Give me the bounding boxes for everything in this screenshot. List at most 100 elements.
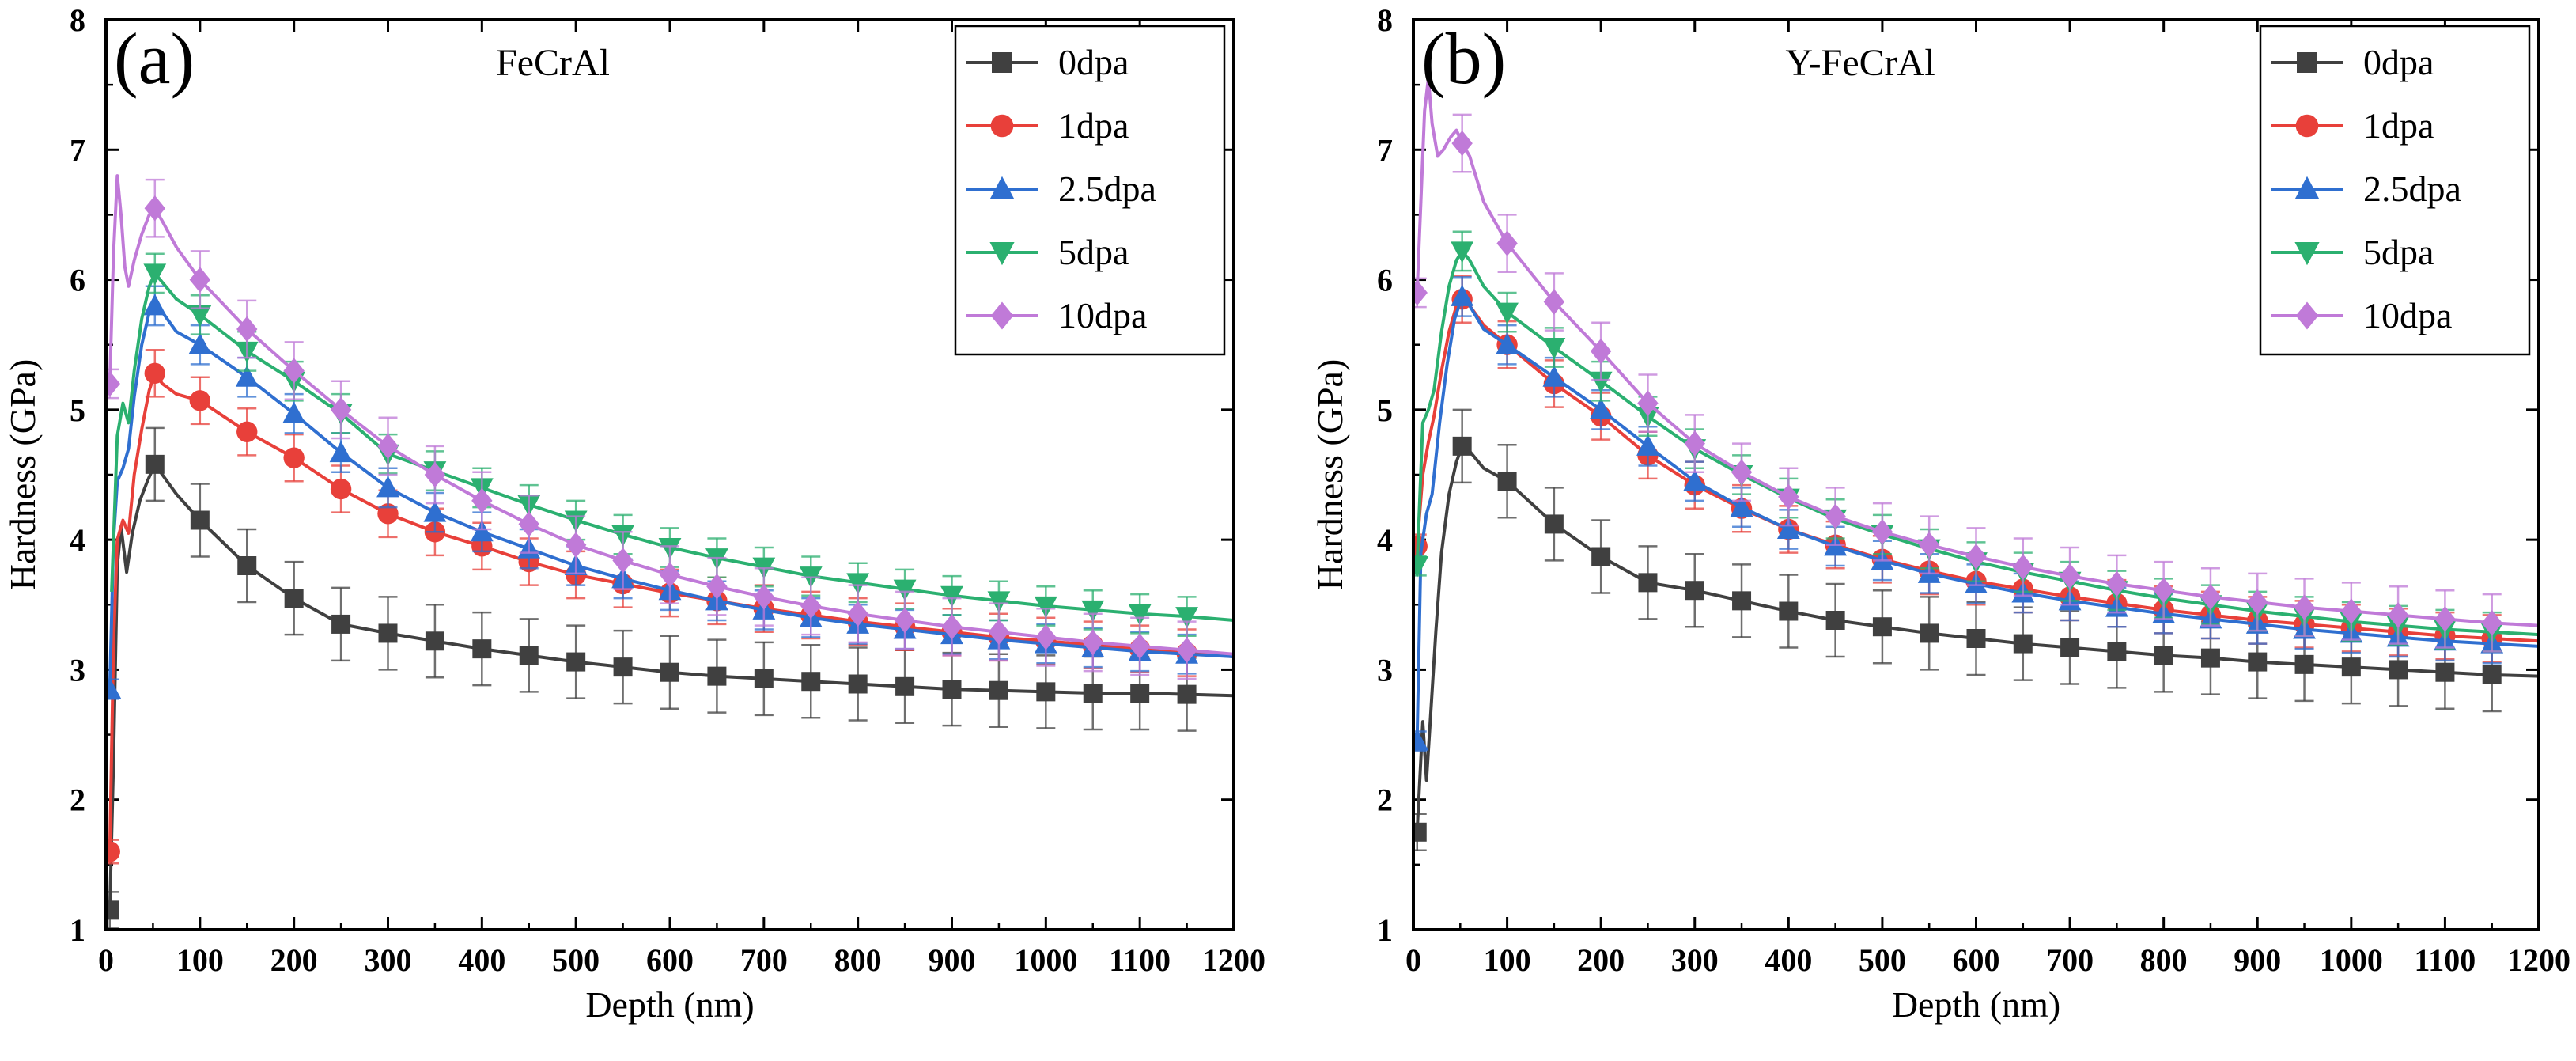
data-point bbox=[329, 441, 353, 463]
data-point bbox=[106, 677, 122, 699]
x-tick-label: 1100 bbox=[2415, 942, 2476, 978]
data-point bbox=[1731, 459, 1753, 485]
data-point bbox=[1497, 472, 1517, 491]
data-point bbox=[987, 591, 1011, 613]
legend-marker bbox=[2295, 114, 2319, 138]
data-point bbox=[1683, 469, 1707, 491]
series-10dpa bbox=[106, 174, 1234, 680]
y-tick-label: 4 bbox=[70, 522, 85, 558]
legend-marker bbox=[989, 242, 1015, 266]
panel-label: (a) bbox=[114, 18, 195, 99]
data-point bbox=[236, 316, 258, 343]
legend-label: 0dpa bbox=[1058, 42, 1129, 82]
data-point bbox=[893, 579, 917, 601]
data-point bbox=[1966, 629, 1986, 648]
data-point bbox=[1542, 365, 1566, 387]
data-point bbox=[1965, 544, 1987, 570]
data-point bbox=[1543, 289, 1565, 315]
data-point bbox=[2435, 662, 2455, 682]
data-point bbox=[1589, 397, 1613, 419]
data-point bbox=[330, 396, 352, 423]
y-tick-label: 3 bbox=[70, 652, 85, 688]
data-point bbox=[940, 585, 963, 608]
data-point bbox=[612, 548, 634, 574]
data-point bbox=[2012, 554, 2033, 580]
data-point bbox=[1496, 332, 1519, 354]
x-tick-label: 0 bbox=[1405, 942, 1421, 978]
legend-marker bbox=[990, 301, 1014, 330]
data-point bbox=[800, 593, 822, 620]
x-tick-label: 800 bbox=[2140, 942, 2188, 978]
panel-label: (b) bbox=[1421, 18, 1506, 99]
data-point bbox=[106, 900, 119, 920]
data-point bbox=[1778, 483, 1799, 510]
x-tick-label: 900 bbox=[2234, 942, 2281, 978]
data-point bbox=[846, 573, 870, 595]
data-point bbox=[566, 652, 586, 672]
data-point bbox=[1035, 624, 1057, 650]
data-point bbox=[1825, 503, 1846, 529]
data-point bbox=[378, 623, 398, 643]
legend-item: 10dpa bbox=[966, 295, 1147, 335]
data-point bbox=[565, 532, 587, 558]
data-point bbox=[1130, 684, 1150, 703]
legend-item: 2.5dpa bbox=[966, 169, 1156, 209]
data-point bbox=[1451, 241, 1474, 263]
data-point bbox=[988, 619, 1010, 645]
data-point bbox=[1685, 581, 1704, 601]
data-point bbox=[1176, 637, 1197, 663]
legend-label: 5dpa bbox=[1058, 232, 1129, 272]
data-point bbox=[2248, 652, 2268, 672]
data-point bbox=[1177, 684, 1197, 704]
data-point bbox=[2294, 654, 2314, 674]
x-tick-label: 500 bbox=[552, 942, 600, 978]
legend-label: 10dpa bbox=[1058, 295, 1147, 335]
y-axis-title: Hardness (GPa) bbox=[2, 359, 43, 591]
data-point bbox=[1636, 434, 1659, 456]
data-point bbox=[754, 669, 774, 688]
data-point bbox=[143, 294, 167, 316]
data-point bbox=[2294, 594, 2315, 620]
data-point bbox=[1544, 514, 1564, 534]
data-point bbox=[1684, 430, 1705, 457]
x-tick-label: 500 bbox=[1859, 942, 1906, 978]
x-tick-label: 300 bbox=[1671, 942, 1719, 978]
data-point bbox=[2200, 584, 2222, 610]
x-tick-label: 900 bbox=[929, 942, 976, 978]
legend: 0dpa 1dpa 2.5dpa 5dpa 10dpa bbox=[954, 25, 1226, 356]
legend-box bbox=[954, 25, 1226, 356]
x-axis-title: Depth (nm) bbox=[585, 984, 754, 1025]
series-line bbox=[108, 304, 1234, 690]
y-tick-label: 2 bbox=[1377, 782, 1393, 818]
data-point bbox=[1036, 682, 1056, 702]
data-point bbox=[425, 631, 444, 651]
data-point bbox=[188, 332, 212, 354]
x-tick-label: 300 bbox=[365, 942, 412, 978]
y-tick-label: 1 bbox=[70, 912, 85, 948]
x-tick-label: 200 bbox=[1577, 942, 1625, 978]
data-point bbox=[235, 365, 259, 387]
data-point bbox=[472, 639, 492, 659]
legend-marker bbox=[2297, 52, 2317, 73]
legend-label: 2.5dpa bbox=[2363, 169, 2461, 209]
legend-label: 2.5dpa bbox=[1058, 169, 1156, 209]
series-line bbox=[108, 371, 1234, 852]
material-label: Y-FeCrAl bbox=[1785, 42, 1935, 84]
data-point bbox=[2481, 610, 2502, 636]
data-point bbox=[894, 607, 916, 634]
data-point bbox=[519, 646, 539, 665]
data-point bbox=[1083, 684, 1103, 703]
data-point bbox=[106, 370, 120, 397]
data-point bbox=[106, 841, 120, 862]
x-tick-label: 1200 bbox=[2507, 942, 2570, 978]
data-point bbox=[2340, 598, 2362, 624]
data-point bbox=[1034, 596, 1057, 618]
data-point bbox=[1920, 623, 1939, 643]
data-point bbox=[2013, 634, 2033, 654]
plot-frame bbox=[1412, 18, 2540, 931]
data-point bbox=[145, 454, 165, 474]
y-axis-title: Hardness (GPa) bbox=[1310, 359, 1350, 591]
data-point bbox=[1732, 591, 1752, 611]
data-point bbox=[424, 461, 446, 488]
data-point bbox=[2200, 648, 2220, 668]
